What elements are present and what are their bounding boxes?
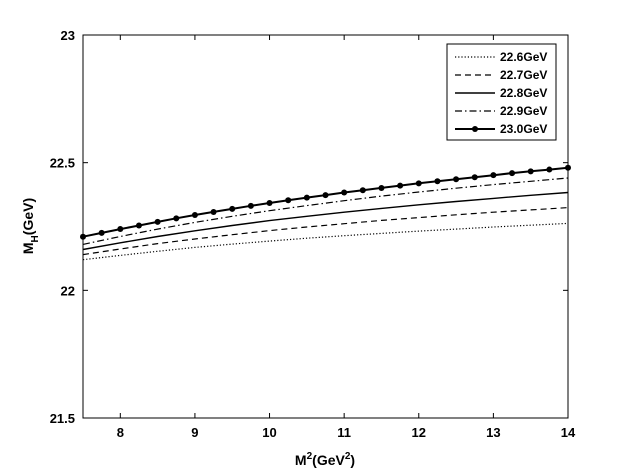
series-point: [509, 170, 516, 177]
series-point: [154, 218, 161, 225]
series-point: [173, 215, 180, 222]
series-line-22.6GeV: [82, 222, 569, 261]
series-layer: [80, 164, 571, 261]
y-tick-label: 22.5: [50, 156, 75, 171]
series-point: [322, 192, 329, 199]
legend-marker: [472, 126, 478, 132]
series-point: [546, 166, 553, 173]
series-point: [135, 222, 142, 229]
series-point: [434, 178, 441, 185]
series-point: [247, 202, 254, 209]
y-axis-label: MH(GeV): [20, 198, 41, 254]
series-point: [285, 197, 292, 204]
legend-label: 22.8GeV: [500, 86, 547, 100]
series-point: [98, 229, 105, 236]
x-tick-label: 11: [337, 425, 351, 440]
series-line-22.7GeV: [82, 207, 569, 256]
x-tick-label: 14: [561, 425, 576, 440]
x-axis-label: M2(GeV2): [295, 451, 355, 468]
series-point: [415, 180, 422, 187]
series-point: [471, 174, 478, 181]
series-point: [527, 168, 534, 175]
legend-label: 22.7GeV: [500, 68, 547, 82]
series-point: [117, 226, 124, 233]
series-point: [229, 205, 236, 212]
x-tick-label: 8: [117, 425, 124, 440]
legend-label: 22.9GeV: [500, 104, 547, 118]
series-point: [210, 208, 217, 215]
y-tick-label: 23: [61, 28, 75, 43]
series-point: [378, 184, 385, 191]
legend-label: 23.0GeV: [500, 122, 547, 136]
series-point: [266, 200, 273, 207]
legend-label: 22.6GeV: [500, 50, 547, 64]
series-point: [191, 212, 198, 219]
legend-box: [446, 43, 557, 141]
y-tick-label: 22: [61, 283, 75, 298]
y-tick-label: 21.5: [50, 411, 75, 426]
series-line-22.9GeV: [82, 177, 569, 245]
series-point: [565, 164, 571, 171]
series-point: [359, 187, 366, 194]
x-tick-label: 13: [486, 425, 500, 440]
legend: 22.6GeV 22.7GeV 22.8GeV 22.9GeV 23.0GeV: [446, 43, 557, 141]
x-tick-label: 10: [262, 425, 276, 440]
series-point: [303, 194, 310, 201]
x-tick-label: 9: [191, 425, 198, 440]
series-point: [490, 172, 497, 179]
series-point: [453, 176, 460, 183]
x-tick-label: 12: [412, 425, 426, 440]
series-point: [397, 182, 404, 189]
series-line-22.8GeV: [82, 191, 569, 251]
series-point: [341, 189, 348, 196]
series-point: [80, 233, 86, 240]
axis-ticks: 8 9 10 11 12 13 14 21.5 22 22.5 23: [50, 28, 576, 440]
